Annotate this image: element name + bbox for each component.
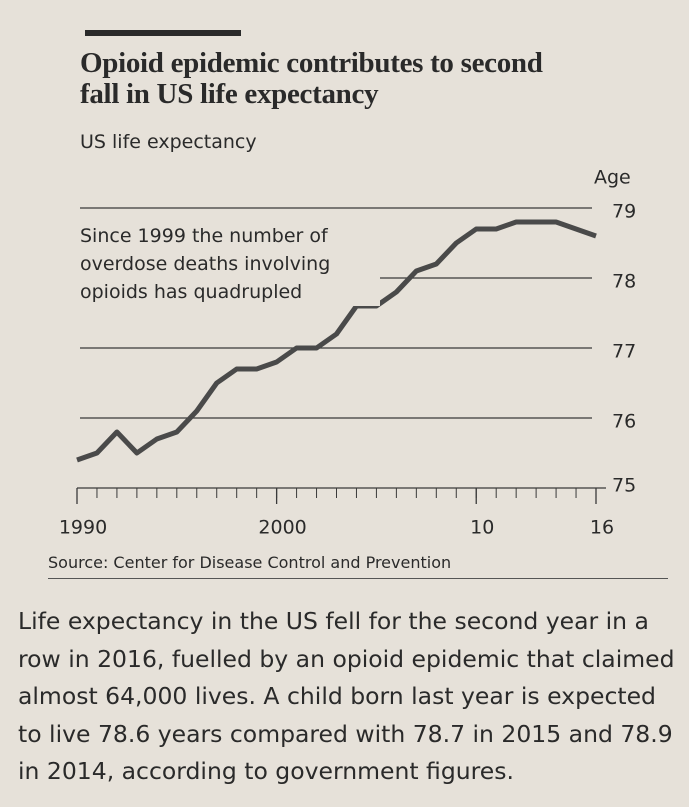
x-tick-label: 1990 <box>59 517 107 539</box>
source: Source: Center for Disease Control and P… <box>48 553 668 579</box>
y-tick-label: 77 <box>612 341 636 363</box>
y-axis-label: Age <box>594 167 631 189</box>
x-tick-label: 16 <box>590 517 614 539</box>
x-tick-label: 10 <box>470 517 494 539</box>
x-tick-label: 2000 <box>258 517 306 539</box>
series-line <box>76 219 597 463</box>
top-rule <box>85 30 241 36</box>
y-tick-label: 75 <box>612 475 636 497</box>
chart-subtitle: US life expectancy <box>80 131 257 153</box>
y-tick-label: 79 <box>612 201 636 223</box>
y-tick-label: 76 <box>612 411 636 433</box>
caption: Life expectancy in the US fell for the s… <box>18 607 675 785</box>
y-tick-label: 78 <box>612 271 636 293</box>
annotation: Since 1999 the number of overdose deaths… <box>80 222 380 306</box>
chart: Age 75 76 77 78 79 1990 2000 10 16 <box>59 167 636 539</box>
chart-title: Opioid epidemic contributes to second fa… <box>80 47 543 110</box>
